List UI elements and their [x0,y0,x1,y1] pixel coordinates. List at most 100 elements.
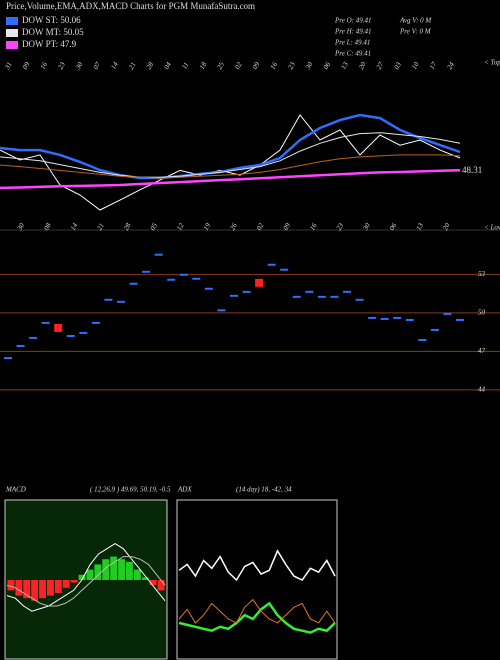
x-tick-label: 09 [251,60,262,70]
histogram-bar [70,580,78,583]
histogram-bar [39,580,46,599]
histogram-bar [15,580,23,596]
adx-title: ADX [177,486,192,494]
x-tick-label: 04 [163,60,174,70]
series-line [178,601,336,634]
x-tick-label: 24 [446,60,457,70]
info-text: Pre V: 0 M [399,28,432,36]
x-tick-label: 17 [428,60,439,70]
x-tick-label: 09 [21,60,32,70]
x-tick-label: 20 [357,60,368,70]
legend-label: DOW PT: 47.9 [22,39,77,49]
x-tick-label: 28 [122,221,133,231]
series-line [0,132,461,178]
price-box [117,300,125,303]
x-tick-label: 08 [42,221,53,231]
price-box [54,323,63,332]
price-box [142,270,151,273]
histogram-bar [157,580,165,591]
price-box [29,336,38,339]
legend-swatch [6,41,18,49]
price-box [41,321,50,324]
x-tick-label: 23 [335,221,346,231]
histogram-bar [118,559,125,580]
series-line [0,113,461,180]
x-tick-label: 30 [361,221,372,232]
x-tick-label: 07 [92,60,103,70]
x-tick-label: 18 [198,60,209,70]
x-tick-label: 27 [375,60,386,70]
x-tick-label: 13 [339,60,350,70]
histogram-bar [110,556,118,580]
info-text: Pre L: 49.41 [334,39,370,47]
price-box [154,253,163,256]
price-box [405,318,414,321]
price-box [267,263,276,266]
series-line [0,168,461,190]
legend-label: DOW ST: 50.06 [22,15,81,25]
axis-note: < Lows [484,224,500,232]
info-text: Pre O: 49.41 [334,17,371,25]
histogram-bar [149,580,157,586]
y-tick-label: 50 [478,308,486,316]
legend-swatch [6,29,18,37]
histogram-bar [31,580,39,601]
series-line [178,549,336,582]
histogram-bar [78,574,86,580]
x-tick-label: 02 [255,221,266,231]
x-tick-label: 23 [56,60,67,70]
price-box [91,321,100,324]
x-tick-label: 11 [180,61,190,71]
x-tick-label: 31 [3,61,14,72]
x-tick-label: 05 [149,221,160,231]
price-box [280,268,289,271]
histogram-bar [62,580,70,588]
price-box [456,318,464,321]
price-box [192,277,201,280]
histogram-bar [23,580,31,599]
x-tick-label: 16 [269,60,280,70]
price-box [66,335,75,337]
x-tick-label: 25 [216,60,227,70]
x-tick-label: 19 [202,221,213,231]
price-box [430,328,439,331]
x-tick-label: 30 [304,60,315,71]
histogram-bar [7,580,15,591]
x-tick-label: 09 [282,221,293,231]
x-tick-label: 13 [415,221,426,231]
histogram-bar [47,580,54,596]
price-box [305,290,314,293]
histogram-bar [54,580,62,593]
y-tick-label: 53 [478,270,486,278]
x-tick-label: 16 [39,60,50,70]
y-tick-label: 47 [478,347,486,355]
adx-panel [176,499,338,660]
price-box [242,290,251,293]
price-box [167,278,176,281]
price-box [16,345,25,348]
x-tick-label: 30 [74,60,85,71]
price-box [368,316,377,319]
x-tick-label: 06 [388,221,399,231]
legend-label: DOW MT: 50.05 [22,27,84,37]
price-box [292,295,301,298]
x-tick-label: 28 [145,60,156,70]
x-tick-label: 16 [308,221,319,231]
histogram-bar [126,561,133,580]
info-text: Avg V: 0 M [399,17,432,25]
price-box [217,309,226,312]
x-tick-label: 03 [393,60,404,70]
x-tick-label: 21 [127,61,137,71]
price-box [255,278,264,287]
x-tick-label: 02 [233,60,244,70]
price-box [79,331,88,334]
histogram-bar [86,569,94,580]
axis-note: < Tops [484,59,500,67]
x-tick-label: 30 [15,221,26,232]
price-box [179,273,188,276]
price-box [330,295,339,298]
price-box [129,282,138,285]
price-box [393,316,402,319]
info-text: Pre C: 49.41 [334,50,371,58]
